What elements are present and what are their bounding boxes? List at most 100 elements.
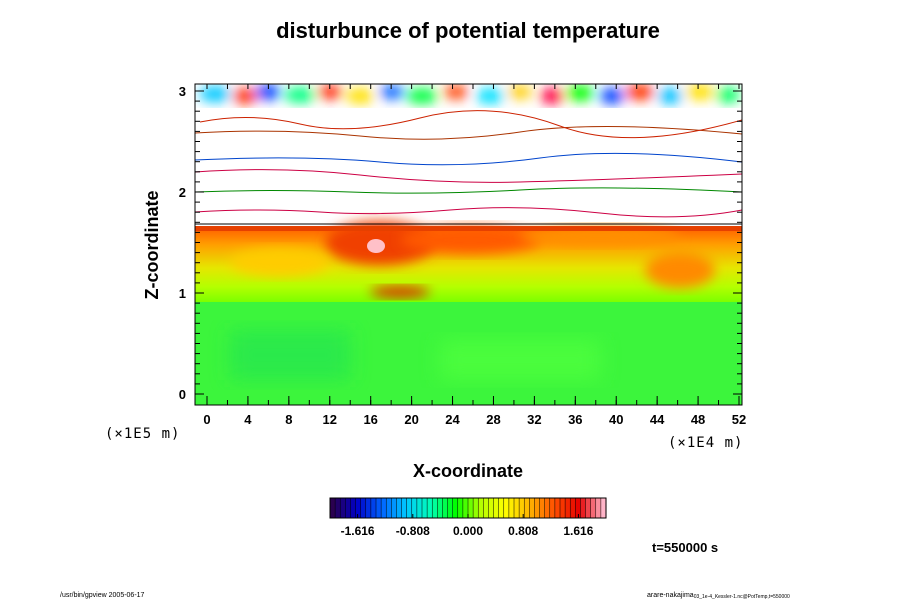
colorbar-cell [340,498,346,518]
colorbar-cell [590,498,597,518]
x-tick-label: 28 [486,412,500,427]
lower-layer-texture-2 [440,340,600,380]
y-tick-label: 0 [179,387,186,402]
colorbar-cell [406,498,413,518]
warm-blob-2 [400,226,540,254]
colorbar-cell [493,498,500,518]
stable-band-wave-5 [195,125,742,140]
colorbar-cell [376,498,382,518]
top-blob [284,87,316,103]
colorbar-cell [478,498,484,518]
plot-frame [194,83,743,406]
footer-right: arare-nakajima03_1e-4_Kessler-1.nc@PotTe… [647,592,790,600]
top-blob [444,85,468,99]
colorbar-cell [432,498,438,518]
colorbar [329,497,607,519]
x-tick-label: 32 [527,412,541,427]
x-tick-label: 24 [445,412,460,427]
chart-title: disturbunce of potential temperature [276,18,660,43]
colorbar-cell [544,498,551,518]
top-blob [199,86,231,102]
x-tick-label: 4 [244,412,252,427]
colorbar-cell [600,498,607,518]
colorbar-cell [585,498,592,518]
colorbar-cell [514,498,520,518]
footer-left: /usr/bin/gpview 2005-06-17 [60,592,145,599]
colorbar-cell [381,498,387,518]
top-blob [566,85,594,101]
colorbar-cell [442,498,449,518]
top-layer-blobs [199,84,740,104]
stable-band-wave-4 [195,152,742,166]
colorbar-cell [422,498,428,518]
top-blob [406,88,438,104]
y-axis-label: Z-coordinate [142,190,162,299]
colorbar-cell [575,498,582,518]
colorbar-cell [427,498,433,518]
top-blob [716,87,740,103]
stable-band-wave-3 [195,169,742,183]
lower-layer-texture-1 [230,330,350,380]
colorbar-cell [519,498,525,518]
colorbar-cell [565,498,571,518]
colorbar-cell [595,498,602,518]
top-blob [508,85,532,99]
colorbar-cell [416,498,423,518]
colorbar-cell [330,498,336,518]
x-unit-label: (×1E4 m) [668,435,743,451]
top-blob [658,88,682,104]
colorbar-cell [391,498,398,518]
colorbar-cell [549,498,556,518]
colorbar-cell [554,498,561,518]
colorbar-cell [524,498,530,518]
colorbar-cell [437,498,444,518]
colorbar-cell [529,498,536,518]
y-tick-label: 1 [179,286,186,301]
y-unit-label: (×1E5 m) [105,426,180,442]
colorbar-cell [462,498,469,518]
colorbar-tick-label: -1.616 [341,524,375,538]
colorbar-cell [488,498,495,518]
warm-layer-top-edge [195,226,742,231]
colorbar-cell [447,498,454,518]
colorbar-tick-label: 0.808 [508,524,538,538]
colorbar-cell [370,498,377,518]
colorbar-ticks: -1.616 -0.808 0.000 0.808 1.616 [341,514,594,538]
y-axis: 0 1 2 3 [179,84,742,402]
colorbar-cell [386,498,392,518]
top-blob [626,84,654,100]
colorbar-cell [396,498,403,518]
x-tick-label: 12 [323,412,337,427]
colorbar-cell [401,498,408,518]
warm-blob-4 [645,252,715,288]
colorbar-cell [498,498,505,518]
colorbar-tick-label: 1.616 [563,524,593,538]
footer-right-sub: 03_1e-4_Kessler-1.nc@PotTemp,t=550000 [694,594,790,600]
x-tick-label: 0 [203,412,210,427]
colorbar-cell [580,498,587,518]
x-axis-label: X-coordinate [413,461,523,481]
colorbar-cell [560,498,566,518]
stable-band-wave-2 [195,187,742,194]
x-tick-label: 52 [732,412,746,427]
colorbar-cell [452,498,459,518]
warm-band-bottom [370,286,430,298]
warm-blob-5 [230,248,330,276]
time-label: t=550000 s [652,540,718,555]
x-tick-label: 44 [650,412,665,427]
top-blob [540,88,564,104]
colorbar-cell [350,498,357,518]
colorbar-cell [355,498,362,518]
heatmap-field [195,84,742,405]
colorbar-cell [503,498,510,518]
top-blob [318,85,342,99]
colorbar-cell [457,498,464,518]
colorbar-cell [534,498,541,518]
x-axis: 0 4 8 12 16 20 24 28 32 36 40 44 48 52 [203,84,746,427]
top-blob [380,85,404,99]
colorbar-cell [365,498,372,518]
top-blob [233,88,257,104]
colorbar-cell [473,498,479,518]
y-tick-label: 3 [179,84,186,99]
